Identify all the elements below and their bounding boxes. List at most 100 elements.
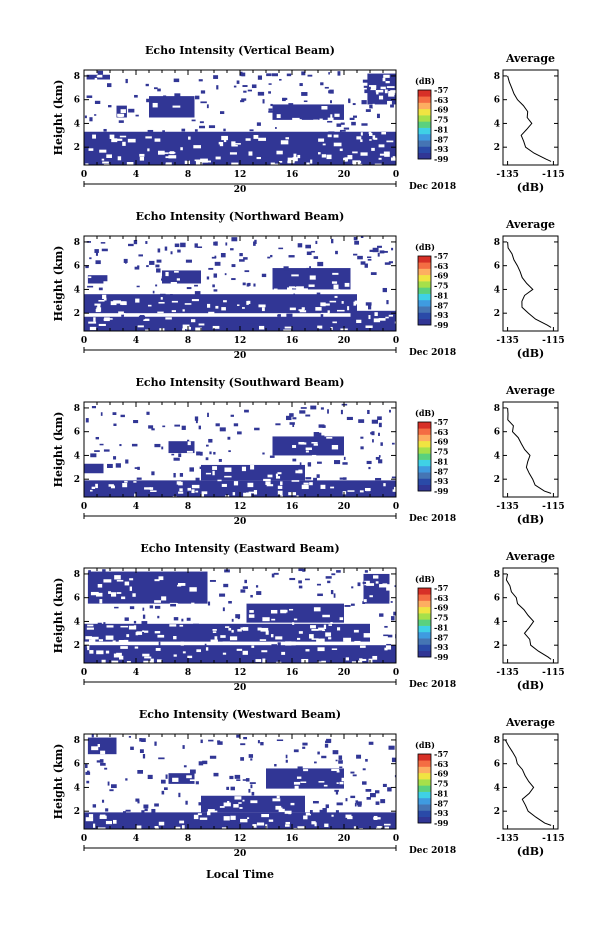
gap-speck bbox=[194, 159, 203, 162]
colorbar-tick-label: -81 bbox=[434, 124, 448, 134]
echo-speck bbox=[131, 443, 138, 447]
gap-speck bbox=[179, 820, 185, 824]
profile-x-label: (dB) bbox=[517, 347, 544, 360]
echo-speck bbox=[134, 467, 138, 469]
echo-speck bbox=[361, 100, 367, 105]
gap-speck bbox=[385, 316, 389, 319]
gap-speck bbox=[311, 821, 316, 825]
x-tick-label: 4 bbox=[133, 834, 139, 844]
gap-speck bbox=[152, 102, 158, 108]
echo-speck bbox=[141, 738, 146, 743]
gap-speck bbox=[392, 489, 396, 492]
echo-speck bbox=[364, 89, 370, 94]
gap-speck bbox=[321, 106, 328, 110]
profile-y-tick-label: 8 bbox=[494, 72, 500, 82]
colorbar-swatch bbox=[418, 766, 431, 774]
gap-speck bbox=[242, 627, 249, 631]
x-tick-label: 0 bbox=[81, 668, 87, 678]
gap-speck bbox=[97, 827, 106, 829]
gap-speck bbox=[293, 119, 302, 122]
echo-speck bbox=[145, 83, 149, 87]
gap-speck bbox=[89, 326, 97, 331]
echo-speck bbox=[391, 476, 396, 479]
gap-speck bbox=[210, 639, 218, 643]
gap-speck bbox=[298, 469, 303, 474]
colorbar-swatch bbox=[418, 121, 431, 128]
echo-speck bbox=[256, 122, 261, 126]
colorbar-tick-label: -93 bbox=[434, 642, 449, 652]
gap-speck bbox=[291, 274, 299, 277]
colorbar-tick-label: -87 bbox=[434, 632, 448, 642]
gap-speck bbox=[102, 294, 107, 299]
echo-speck bbox=[160, 779, 166, 784]
echo-speck bbox=[317, 261, 324, 267]
gap-speck bbox=[232, 492, 236, 496]
gap-speck bbox=[339, 617, 344, 621]
echo-speck bbox=[384, 262, 391, 265]
echo-speck bbox=[152, 290, 155, 294]
echo-speck bbox=[345, 798, 348, 802]
gap-speck bbox=[215, 305, 219, 309]
colorbar-tick-label: -57 bbox=[434, 749, 448, 759]
gap-speck bbox=[262, 658, 266, 663]
echo-speck bbox=[394, 775, 396, 778]
echo-speck bbox=[250, 784, 253, 789]
echo-speck bbox=[299, 462, 302, 467]
gap-speck bbox=[241, 466, 247, 472]
echo-speck bbox=[164, 246, 168, 251]
panel-title: Echo Intensity (Westward Beam) bbox=[139, 708, 341, 721]
gap-speck bbox=[296, 776, 302, 779]
date-label: Dec 2018 bbox=[409, 348, 456, 358]
profile-frame bbox=[502, 69, 559, 166]
gap-speck bbox=[298, 309, 304, 311]
echo-speck bbox=[165, 774, 168, 779]
gap-speck bbox=[85, 636, 92, 640]
colorbar-tick-label: -93 bbox=[434, 808, 449, 818]
day-label: 20 bbox=[234, 185, 247, 195]
echo-speck bbox=[154, 87, 158, 90]
gap-speck bbox=[321, 660, 326, 663]
echo-speck bbox=[181, 128, 186, 132]
gap-speck bbox=[386, 586, 391, 591]
echo-speck bbox=[86, 780, 90, 784]
echo-speck bbox=[134, 266, 140, 270]
echo-speck bbox=[283, 266, 289, 271]
colorbar-swatch bbox=[418, 638, 431, 645]
gap-speck bbox=[205, 647, 209, 651]
echo-speck bbox=[105, 808, 109, 812]
echo-speck bbox=[198, 802, 203, 806]
echo-speck bbox=[306, 267, 310, 270]
echo-speck bbox=[137, 466, 140, 470]
echo-speck bbox=[387, 787, 392, 792]
gap-speck bbox=[293, 781, 301, 785]
echo-speck bbox=[330, 100, 332, 104]
gap-speck bbox=[245, 138, 251, 141]
gap-speck bbox=[208, 311, 215, 315]
gap-speck bbox=[229, 636, 238, 641]
gap-speck bbox=[347, 816, 353, 820]
gap-speck bbox=[97, 743, 100, 748]
gap-speck bbox=[91, 636, 99, 640]
x-tick-label: 4 bbox=[133, 336, 139, 346]
echo-speck bbox=[112, 412, 117, 416]
echo-speck bbox=[181, 425, 186, 430]
echo-speck bbox=[350, 603, 355, 606]
echo-speck bbox=[135, 114, 139, 117]
x-tick-label: 0 bbox=[393, 668, 399, 678]
x-tick-label: 0 bbox=[393, 336, 399, 346]
y-tick-label: 2 bbox=[74, 641, 80, 651]
gap-speck bbox=[99, 599, 103, 604]
gap-speck bbox=[328, 624, 332, 626]
gap-speck bbox=[368, 131, 372, 135]
echo-speck bbox=[125, 809, 131, 812]
gap-speck bbox=[311, 441, 318, 444]
gap-speck bbox=[112, 640, 116, 644]
echo-speck bbox=[335, 250, 338, 255]
gap-speck bbox=[195, 160, 203, 165]
echo-speck bbox=[97, 70, 104, 75]
profile-y-tick-label: 4 bbox=[494, 451, 500, 461]
x-tick-label: 12 bbox=[234, 170, 247, 180]
gap-speck bbox=[318, 781, 325, 783]
echo-speck bbox=[195, 477, 200, 482]
gap-speck bbox=[223, 816, 230, 821]
